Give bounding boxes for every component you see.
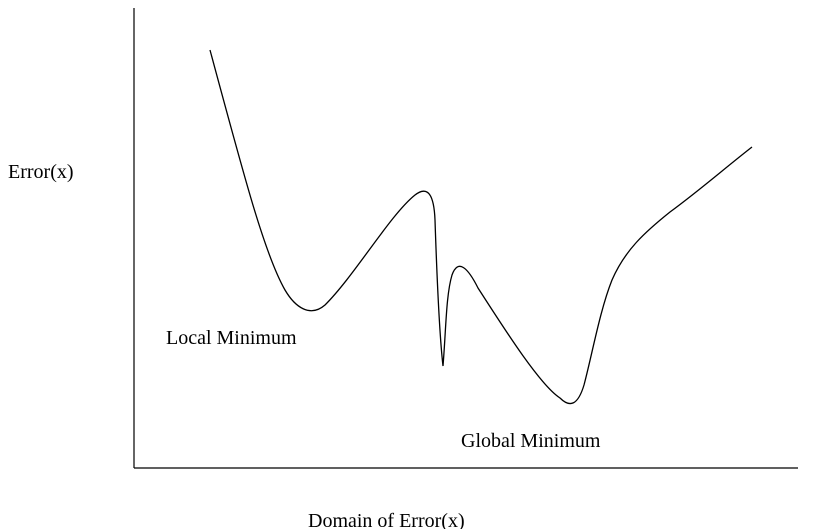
global-minimum-label: Global Minimum — [461, 430, 601, 452]
y-axis-label: Error(x) — [8, 161, 74, 183]
local-minimum-label: Local Minimum — [166, 327, 297, 349]
error-curve — [209, 49, 753, 405]
x-axis-label: Domain of Error(x) — [308, 510, 465, 529]
